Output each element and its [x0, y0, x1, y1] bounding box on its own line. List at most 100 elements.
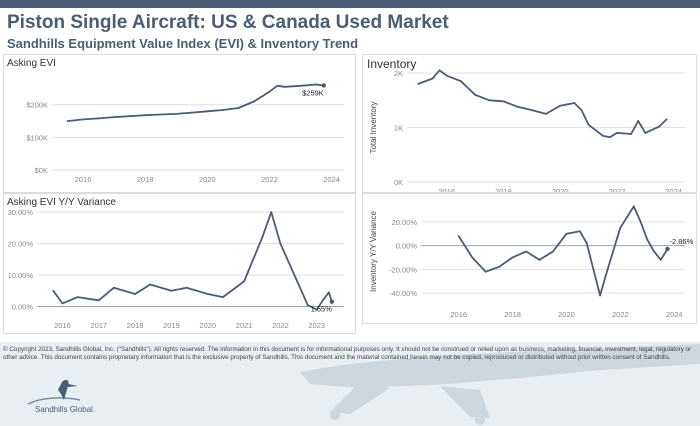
series-line — [52, 211, 333, 311]
aircraft-watermark — [300, 344, 700, 425]
y-tick-label: 0.00% — [396, 242, 418, 251]
data-point — [113, 116, 116, 119]
x-tick-label: 2016 — [54, 321, 71, 330]
data-point — [190, 111, 193, 114]
data-point — [61, 302, 64, 305]
data-point — [552, 250, 554, 253]
data-point — [637, 120, 640, 122]
data-point — [206, 293, 209, 295]
x-tick-label: 2022 — [612, 310, 629, 319]
data-point — [134, 293, 136, 295]
data-point — [417, 83, 420, 85]
x-tick-label: 2023 — [308, 321, 325, 330]
data-point — [545, 112, 547, 115]
x-tick-label: 2019 — [163, 321, 180, 330]
data-point — [538, 258, 541, 261]
data-point — [306, 304, 309, 306]
x-tick-label: 2020 — [552, 187, 569, 192]
data-point — [299, 84, 302, 87]
page-subtitle: Sandhills Equipment Value Index (EVI) & … — [7, 36, 359, 51]
series-line — [67, 83, 324, 122]
data-point — [206, 110, 209, 113]
inventory-chart: 0K 1K 2K 2016 2018 2020 2022 2024 Total Inventor… — [369, 69, 685, 192]
data-point — [237, 107, 240, 109]
data-point — [279, 242, 282, 245]
data-point — [297, 283, 300, 286]
data-point — [459, 80, 462, 83]
y-tick-label: 2K — [394, 69, 403, 78]
data-point — [608, 136, 611, 139]
data-point — [616, 132, 618, 134]
inventory-yoy-panel: -40.00% -20.00% 0.00% 20.00% 2016 2018 2020 202… — [362, 193, 697, 324]
data-point — [315, 83, 317, 86]
data-point — [243, 280, 245, 283]
inventory-title: Inventory — [367, 57, 417, 71]
end-value-label: -2.86% — [669, 237, 693, 246]
x-tick-label: 2016 — [438, 187, 455, 192]
y-tick-label: 10.00% — [8, 271, 34, 280]
y-tick-label: 0.00% — [12, 303, 34, 312]
footer-disclaimer: © Copyright 2023, Sandhills Global, Inc.… — [3, 346, 692, 362]
data-point — [565, 232, 568, 235]
data-point — [66, 120, 69, 122]
end-marker — [321, 83, 327, 88]
data-point — [252, 258, 255, 261]
data-point — [619, 226, 622, 229]
data-point — [113, 286, 115, 289]
x-tick-label: 2024 — [665, 187, 682, 192]
data-point — [321, 299, 324, 302]
x-tick-label: 2021 — [236, 321, 253, 330]
data-point — [632, 205, 635, 208]
inventory-yoy-chart: -40.00% -20.00% 0.00% 20.00% 2016 2018 2020 202… — [369, 205, 694, 319]
asking-evi-chart: $0K $100K $200K 2016 2018 2020 2022 2024 $259K — [26, 83, 344, 184]
data-point — [585, 242, 588, 245]
y-axis-label: Inventory Y/Y Variance — [369, 210, 378, 291]
end-marker — [329, 299, 335, 304]
asking-evi-panel: Asking EVI $0K $100K $200K 2016 2018 2020 2022… — [3, 54, 356, 193]
asking-evi-yoy-title: Asking EVI Y/Y Variance — [7, 197, 116, 208]
y-axis-label: Total Inventory — [369, 101, 378, 153]
data-point — [261, 236, 264, 239]
data-point — [484, 270, 487, 273]
data-point — [315, 308, 318, 311]
y-tick-label: -20.00% — [389, 265, 417, 274]
data-point — [630, 133, 633, 135]
data-point — [97, 299, 100, 302]
data-point — [445, 74, 448, 77]
data-point — [159, 113, 162, 116]
x-tick-label: 2020 — [199, 175, 216, 184]
y-tick-label: 1K — [394, 124, 403, 133]
data-point — [253, 100, 255, 103]
data-point — [149, 283, 152, 286]
data-point — [170, 289, 173, 292]
data-point — [268, 90, 271, 93]
header-bar — [0, 0, 700, 8]
sandhills-logo-text: Sandhills Global. — [35, 405, 96, 414]
x-tick-label: 2018 — [137, 175, 154, 184]
data-point — [511, 256, 514, 259]
data-point — [599, 294, 602, 297]
data-point — [474, 93, 476, 96]
data-point — [646, 238, 649, 241]
x-tick-label: 2016 — [450, 310, 467, 319]
data-point — [82, 118, 84, 121]
x-tick-label: 2022 — [272, 321, 289, 330]
end-marker — [665, 246, 670, 252]
data-point — [144, 114, 147, 117]
data-point — [175, 112, 178, 115]
data-point — [221, 109, 224, 111]
y-tick-label: $0K — [35, 166, 48, 175]
y-tick-label: $200K — [26, 101, 48, 110]
data-point — [573, 102, 576, 104]
y-tick-label: $100K — [26, 133, 48, 142]
asking-evi-yoy-panel: Asking EVI Y/Y Variance 0.00% 10.00% 20.00… — [3, 193, 356, 334]
data-point — [639, 220, 642, 223]
data-point — [530, 109, 533, 111]
data-point — [284, 85, 286, 88]
data-point — [587, 123, 590, 126]
sandhills-logo-icon — [27, 379, 81, 405]
x-tick-label: 2017 — [90, 321, 107, 330]
data-point — [97, 117, 100, 120]
x-tick-label: 2024 — [323, 175, 340, 184]
data-point — [580, 109, 583, 111]
